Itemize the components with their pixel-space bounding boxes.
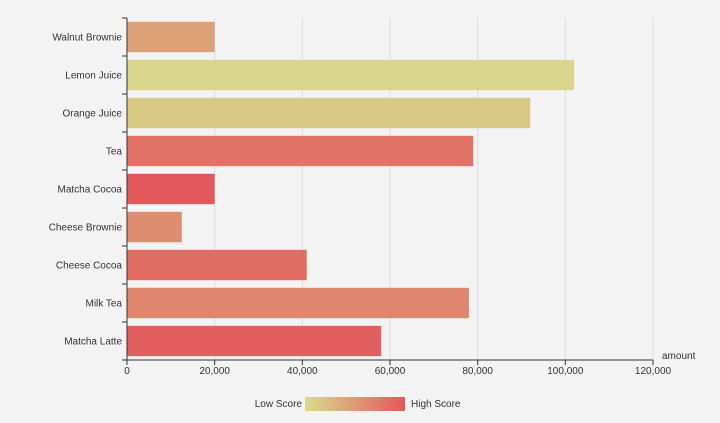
y-category-label: Cheese Brownie <box>49 223 123 234</box>
bar[interactable] <box>127 59 575 91</box>
x-tick-label: 100,000 <box>547 366 584 377</box>
legend-high-label: High Score <box>411 399 461 410</box>
bar[interactable] <box>127 135 474 167</box>
legend-gradient-bar[interactable] <box>305 397 405 411</box>
y-category-label: Matcha Cocoa <box>58 185 123 196</box>
x-tick-label: 40,000 <box>287 366 318 377</box>
y-category-label: Lemon Juice <box>65 71 122 82</box>
x-tick-label: 80,000 <box>462 366 493 377</box>
x-tick-label: 60,000 <box>375 366 406 377</box>
y-category-label: Matcha Latte <box>64 337 122 348</box>
y-category-label: Tea <box>106 147 123 158</box>
bar[interactable] <box>127 21 215 53</box>
bar[interactable] <box>127 97 531 129</box>
x-tick-label: 0 <box>124 366 130 377</box>
x-axis-title: amount <box>662 351 696 362</box>
bar[interactable] <box>127 325 382 357</box>
visual-map-legend: Low Score High Score <box>0 397 720 413</box>
y-category-label: Cheese Cocoa <box>56 261 123 272</box>
y-category-label: Milk Tea <box>86 299 123 310</box>
bar[interactable] <box>127 211 182 243</box>
x-tick-label: 120,000 <box>635 366 672 377</box>
x-tick-label: 20,000 <box>199 366 230 377</box>
y-category-label: Orange Juice <box>63 109 123 120</box>
legend-low-label: Low Score <box>254 399 302 410</box>
bar[interactable] <box>127 287 469 319</box>
bar[interactable] <box>127 249 307 281</box>
y-category-label: Walnut Brownie <box>52 33 122 44</box>
bar[interactable] <box>127 173 215 205</box>
